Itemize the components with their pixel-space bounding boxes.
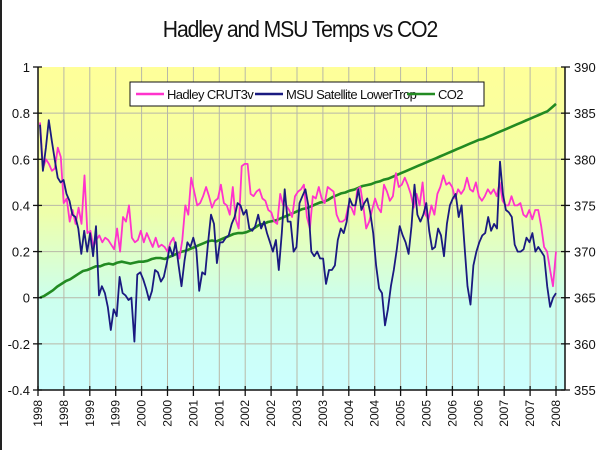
x-tick-label: 2004 xyxy=(368,400,382,427)
y-tick-label: -0.2 xyxy=(8,337,30,352)
x-tick-label: 2005 xyxy=(420,400,434,427)
legend-entry: Hadley CRUT3v xyxy=(136,87,255,102)
plot-background xyxy=(38,67,565,390)
series-line-hadley-crut3v xyxy=(39,122,557,288)
series-line-msu-satellite-lowertrop xyxy=(39,119,557,343)
x-tick-label: 2002 xyxy=(264,400,278,427)
x-tick-label: 2000 xyxy=(161,400,175,427)
y-tick-label: 0.6 xyxy=(12,152,30,167)
x-tick-label: 2000 xyxy=(135,400,149,427)
x-tick-label: 2002 xyxy=(238,400,252,427)
y2-tick-label: 360 xyxy=(574,337,596,352)
x-tick-label: 2005 xyxy=(394,400,408,427)
legend-entry: MSU Satellite LowerTrop xyxy=(255,87,417,102)
series-layer xyxy=(39,102,557,343)
x-tick-label: 2003 xyxy=(290,400,304,427)
x-tick-label: 1998 xyxy=(31,400,45,427)
x-tick-label: 2007 xyxy=(523,400,537,427)
y2-tick-label: 385 xyxy=(574,106,596,121)
y2-tick-label: 355 xyxy=(574,383,596,398)
y2-tick-label: 370 xyxy=(574,245,596,260)
x-tick-label: 1999 xyxy=(109,400,123,427)
y-tick-label: -0.4 xyxy=(8,383,30,398)
y-tick-label: 0.2 xyxy=(12,245,30,260)
series-line-co2 xyxy=(39,102,557,299)
y-tick-label: 1 xyxy=(23,60,30,75)
y-tick-label: 0 xyxy=(23,291,30,306)
chart-title: Hadley and MSU Temps vs CO2 xyxy=(162,16,438,42)
x-tick-label: 2006 xyxy=(471,400,485,427)
y-tick-label: 0.4 xyxy=(12,198,30,213)
x-tick-label: 2004 xyxy=(342,400,356,427)
x-tick-label: 2008 xyxy=(549,400,563,427)
left-border xyxy=(0,0,2,450)
legend-label: CO2 xyxy=(438,87,463,102)
y2-tick-label: 365 xyxy=(574,291,596,306)
x-tick-label: 2007 xyxy=(497,400,511,427)
x-tick-label: 2006 xyxy=(445,400,459,427)
gridlines xyxy=(38,67,565,390)
legend: Hadley CRUT3v MSU Satellite LowerTrop CO2 xyxy=(129,81,485,107)
legend-label: MSU Satellite LowerTrop xyxy=(286,87,417,102)
y2-tick-label: 380 xyxy=(574,152,596,167)
x-tick-label: 1999 xyxy=(83,400,97,427)
y2-tick-label: 375 xyxy=(574,198,596,213)
plot-area xyxy=(38,67,565,390)
x-tick-label: 2001 xyxy=(186,400,200,427)
y2-tick-label: 390 xyxy=(574,60,596,75)
x-tick-label: 2001 xyxy=(212,400,226,427)
legend-label: Hadley CRUT3v xyxy=(167,87,254,102)
x-tick-label: 2003 xyxy=(316,400,330,427)
y-tick-label: 0.8 xyxy=(12,106,30,121)
axes: 1 0.8 0.6 0.4 0.2 0 -0.2 -0.4 390 385 380 375 370 365… xyxy=(8,60,596,427)
legend-entry: CO2 xyxy=(407,87,464,102)
x-tick-label: 1998 xyxy=(57,400,71,427)
